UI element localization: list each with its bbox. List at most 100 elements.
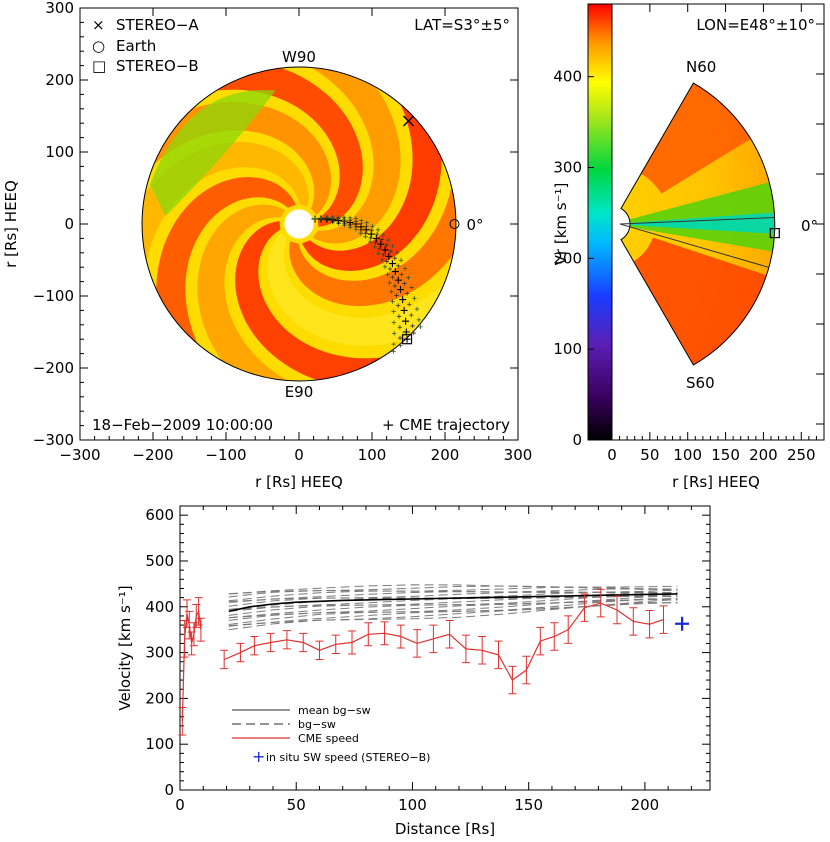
- trajectory-point: [409, 312, 414, 318]
- trajectory-point: [382, 264, 388, 269]
- trajectory-point: [367, 239, 373, 245]
- equatorial-disk-outline: [141, 66, 457, 382]
- trajectory-point: [318, 215, 323, 221]
- legend-cme-label: CME speed: [298, 732, 359, 745]
- slow-wind-patch: [149, 90, 276, 217]
- trajectory-point: [377, 240, 385, 248]
- mean-bg-sw-line: [228, 593, 678, 613]
- equatorial-y-axis-label: r [Rs] HEEQ: [2, 180, 20, 268]
- trajectory-point: [395, 303, 401, 308]
- e90-label: E90: [285, 383, 314, 401]
- trajectory-point: [380, 232, 386, 238]
- equatorial-x-axis-label: r [Rs] HEEQ: [255, 473, 343, 491]
- x-tick-label: 0: [175, 796, 185, 814]
- trajectory-point: [387, 280, 392, 286]
- trajectory-point: [396, 263, 401, 269]
- trajectory-point: [390, 299, 395, 304]
- trajectory-point: [389, 289, 394, 294]
- bg-sw-line: [228, 585, 678, 595]
- x-tick-label: 100: [673, 446, 702, 464]
- x-tick-label: 300: [504, 446, 533, 464]
- trajectory-point: [403, 335, 411, 343]
- trajectory-point: [384, 259, 390, 264]
- trajectory-point: [390, 243, 395, 249]
- cme-speed-series: [178, 588, 668, 736]
- s60-label: S60: [686, 374, 715, 392]
- bg-sw-line: [228, 601, 678, 627]
- trajectory-point: [394, 276, 402, 284]
- cme-error-bar: [220, 649, 229, 670]
- trajectory-point: [392, 283, 398, 289]
- y-tick-label: 100: [145, 735, 174, 753]
- y-tick-label: −300: [33, 431, 74, 449]
- trajectory-point: [312, 216, 318, 222]
- trajectory-point: [324, 215, 329, 220]
- trajectory-point: [394, 293, 399, 298]
- y-tick-label: 200: [45, 71, 74, 89]
- trajectory-point: [410, 323, 415, 329]
- trajectory-point: [418, 324, 423, 330]
- trajectory-point: [379, 237, 385, 242]
- trajectory-point: [394, 250, 400, 255]
- trajectory-point: [368, 235, 373, 241]
- trajectory-point: [330, 215, 335, 220]
- earth-marker: [449, 219, 460, 229]
- x-tick-label: 100: [358, 446, 387, 464]
- equatorial-map-panel: −300−300 −200 −200 −100 −100 0 0 100 100 200 200 30…: [2, 0, 532, 491]
- latitude-label: LAT=S3°±5°: [414, 16, 510, 34]
- n60-label: N60: [686, 58, 716, 76]
- longitude-label: LON=E48°±10°: [696, 16, 815, 34]
- meridional-map-panel: 0 100 200 300 400 0 50 100 150 200 250 LON=E48°±1…: [552, 3, 825, 491]
- legend-mean-label: mean bg−sw: [298, 704, 371, 717]
- trajectory-point: [374, 231, 380, 237]
- trajectory-point: [399, 272, 404, 277]
- x-tick-label: 150: [711, 446, 740, 464]
- trajectory-point: [402, 266, 408, 271]
- meridional-x-axis-label: r [Rs] HEEQ: [672, 473, 760, 491]
- legend-stereo-b-symbol: □: [92, 57, 106, 75]
- x-tick-label: −200: [132, 446, 173, 464]
- trajectory-point: [414, 306, 420, 312]
- y-tick-label: 300: [45, 0, 74, 17]
- spiral-stream: [300, 67, 401, 244]
- trajectory-point: [381, 252, 386, 258]
- stereo-a-marker: [403, 115, 414, 127]
- trajectory-point: [391, 309, 396, 314]
- trajectory-point: [391, 268, 399, 276]
- trajectory-point: [370, 224, 375, 229]
- spiral-stream: [156, 177, 296, 355]
- trajectory-point: [359, 218, 364, 223]
- colorbar-tick-label: 300: [553, 159, 582, 177]
- trajectory-point: [387, 266, 393, 272]
- x-tick-label: −100: [205, 446, 246, 464]
- trajectory-point: [392, 255, 398, 261]
- colorbar-tick-label: 0: [572, 431, 582, 449]
- x-tick-label: −300: [59, 446, 100, 464]
- trajectory-point: [396, 286, 404, 294]
- spiral-stream: [204, 67, 363, 227]
- x-tick-label: 250: [787, 446, 816, 464]
- trajectory-point: [397, 325, 403, 330]
- spiral-stream: [197, 204, 298, 381]
- trajectory-point: [406, 275, 411, 280]
- trajectory-point: [412, 296, 417, 301]
- trajectory-point: [369, 227, 375, 233]
- trajectory-point: [411, 330, 416, 336]
- trajectory-point: [391, 320, 397, 325]
- spacecraft-markers: [401, 115, 460, 345]
- trajectory-point: [409, 285, 414, 290]
- colorbar-ticks: 0 100 200 300 400: [553, 68, 594, 449]
- trajectory-point: [400, 306, 408, 314]
- x-tick-label: 0: [294, 446, 304, 464]
- trajectory-point: [391, 331, 397, 336]
- trajectory-point: [402, 281, 407, 286]
- y-tick-label: 100: [45, 143, 74, 161]
- trajectory-point: [353, 216, 359, 221]
- slowest-wind-core: [629, 212, 775, 234]
- stereo-b-marker-meridional: [769, 227, 780, 239]
- trajectory-point: [399, 296, 407, 304]
- trajectory-point: [385, 252, 393, 260]
- legend-insitu-symbol: +: [252, 747, 265, 766]
- trajectory-point: [341, 214, 347, 220]
- trajectory-point: [379, 257, 385, 262]
